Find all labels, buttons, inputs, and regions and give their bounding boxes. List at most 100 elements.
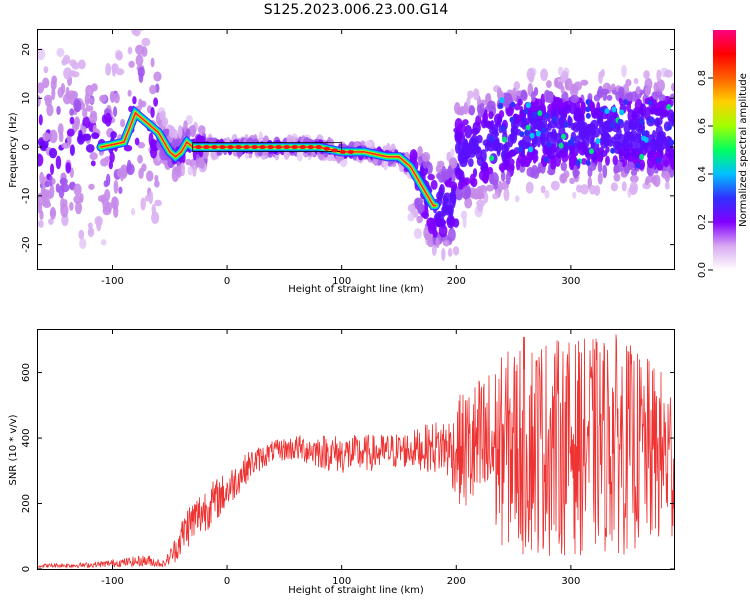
ridge-dot — [203, 145, 210, 150]
speckle-hot — [617, 118, 623, 125]
speckle — [486, 121, 493, 130]
colorbar-tick-label: 0.2 — [697, 214, 708, 230]
y-tick-label: 400 — [21, 428, 32, 447]
speckle — [131, 207, 136, 216]
speckle-hot — [489, 155, 495, 162]
y-tick-label: -10 — [21, 188, 32, 204]
colorbar-tick-label: 0.4 — [697, 166, 708, 182]
speckle — [38, 219, 44, 228]
speckle — [504, 153, 510, 168]
speckle — [150, 57, 155, 68]
speckle — [505, 171, 511, 185]
speckle-hot — [519, 131, 525, 138]
speckle-hot — [599, 106, 605, 113]
y-tick-label: -20 — [21, 236, 32, 252]
ridge-dot — [283, 145, 290, 150]
speckle — [612, 141, 620, 150]
speckle — [438, 224, 448, 238]
speckle — [583, 127, 593, 141]
speckle-hot — [499, 97, 505, 104]
speckle — [40, 186, 46, 198]
speckle — [444, 168, 450, 181]
speckle — [154, 180, 160, 188]
speckle — [626, 161, 635, 171]
x-tick-label: 100 — [332, 276, 351, 287]
speckle — [488, 110, 494, 120]
speckle — [65, 162, 72, 174]
speckle-hot — [619, 109, 625, 116]
speckle — [497, 87, 503, 101]
ridge-dot — [219, 145, 226, 150]
speckle — [154, 199, 162, 207]
speckle — [540, 68, 548, 82]
spectrogram-y-ticks: -20 -10 0 10 20 — [21, 43, 674, 253]
speckle — [74, 116, 80, 130]
ridge-dot — [315, 145, 322, 150]
speckle — [482, 170, 489, 184]
speckle — [42, 132, 50, 142]
speckle-hot — [541, 127, 547, 134]
ridge-dot — [331, 148, 338, 153]
speckle — [441, 205, 448, 214]
speckle — [558, 114, 565, 128]
speckle — [621, 64, 627, 78]
speckle — [623, 131, 628, 142]
speckle — [536, 136, 541, 148]
speckle-hot — [648, 99, 654, 106]
speckle — [621, 181, 627, 192]
speckle — [661, 170, 670, 179]
speckle — [435, 237, 440, 249]
speckle — [643, 70, 650, 80]
ridge-dot — [339, 149, 346, 154]
speckle — [497, 142, 504, 151]
speckle — [43, 94, 53, 103]
ridge-dot — [211, 145, 218, 150]
speckle — [88, 183, 95, 190]
speckle — [137, 66, 145, 78]
speckle — [185, 114, 193, 125]
speckle — [664, 181, 670, 190]
speckle — [459, 105, 466, 116]
speckle-hot — [622, 99, 628, 106]
snr-y-axis-label: SNR (10 * v/v) — [8, 414, 19, 485]
speckle — [431, 244, 437, 256]
speckle — [150, 107, 155, 118]
ridge-dot — [195, 145, 202, 150]
x-tick-label: 100 — [332, 576, 351, 587]
speckle — [532, 153, 539, 163]
speckle — [83, 133, 92, 141]
speckle — [436, 172, 441, 180]
ridge-dot — [251, 145, 258, 150]
speckle — [100, 158, 109, 167]
speckle — [455, 188, 464, 201]
speckle — [601, 88, 610, 95]
speckle — [498, 109, 505, 119]
speckle — [119, 168, 125, 182]
speckle — [511, 87, 518, 102]
x-tick-label: 200 — [447, 576, 466, 587]
speckle-hot — [575, 159, 581, 166]
speckle — [561, 152, 569, 163]
x-tick-label: -100 — [101, 276, 124, 287]
speckle — [145, 18, 150, 26]
speckle-hot — [635, 162, 641, 169]
speckle — [416, 215, 423, 224]
speckle — [189, 124, 197, 138]
speckle — [100, 194, 106, 205]
speckle — [493, 179, 498, 190]
speckle-hot — [509, 116, 515, 123]
speckle-hot — [546, 141, 552, 148]
speckle — [488, 173, 495, 185]
speckle — [589, 184, 597, 195]
speckle — [436, 191, 443, 201]
snr-frame — [37, 329, 675, 570]
speckle — [467, 140, 474, 155]
speckle — [89, 152, 98, 161]
speckle — [627, 109, 635, 123]
speckle — [414, 210, 419, 218]
speckle — [382, 145, 388, 152]
speckle — [79, 238, 87, 250]
speckle — [78, 59, 86, 70]
colorbar-tick-label: 0.0 — [697, 262, 708, 278]
speckle — [587, 93, 593, 101]
